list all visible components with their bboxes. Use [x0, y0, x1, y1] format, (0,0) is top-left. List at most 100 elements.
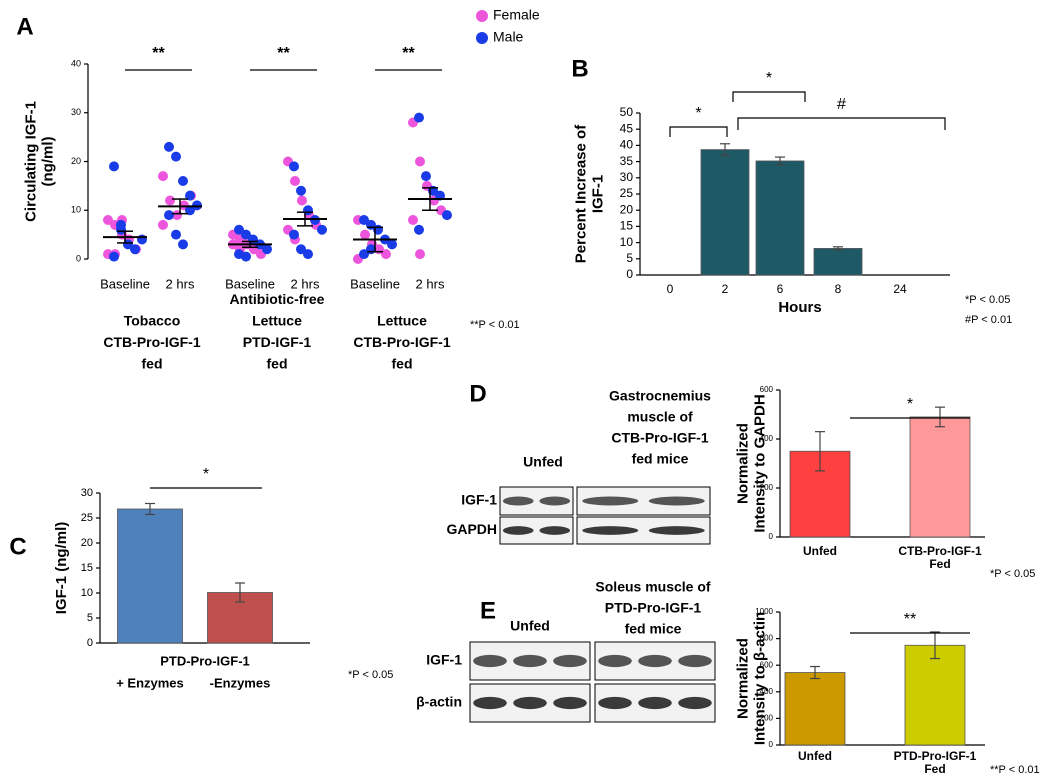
y-tick-label: 0 [769, 532, 774, 541]
blot-band [539, 496, 571, 506]
group-label: PTD-Pro-IGF-1 [160, 653, 250, 668]
data-point [289, 161, 299, 172]
x-tick-label: CTB-Pro-IGF-1 [898, 544, 982, 558]
blot-title: Soleus muscle of [595, 579, 710, 595]
x-tick-label: Baseline [100, 276, 150, 291]
blot-row-label: IGF-1 [461, 492, 497, 508]
data-point [241, 229, 251, 240]
y-axis-label: Normalized [734, 638, 751, 719]
data-point [442, 210, 452, 221]
data-point [165, 195, 175, 206]
group-label: CTB-Pro-IGF-1 [353, 334, 450, 350]
x-tick-label: 2 [722, 282, 729, 296]
bar [904, 644, 966, 746]
group-label: Antibiotic-free [230, 291, 325, 307]
significance-label: ** [152, 45, 165, 62]
blot-title: fed mice [625, 621, 682, 637]
data-point [130, 244, 140, 255]
data-point [381, 249, 391, 260]
bar [755, 160, 805, 276]
group-label: Lettuce [252, 313, 302, 329]
blot-title: fed mice [632, 451, 689, 467]
lane-label: Unfed [523, 454, 563, 470]
data-point [109, 161, 119, 172]
y-axis-label: Intensity to GAPDH [751, 394, 768, 532]
group-label: CTB-Pro-IGF-1 [103, 334, 200, 350]
x-tick-label: 0 [667, 282, 674, 296]
blot-band [638, 654, 672, 668]
y-tick-label: 0 [626, 267, 633, 281]
significance-bracket [737, 117, 946, 130]
blot-row-label: GAPDH [446, 521, 497, 537]
y-axis-label: Normalized [734, 423, 751, 504]
x-tick-label: Unfed [798, 749, 832, 763]
data-point [178, 176, 188, 186]
blot-title: CTB-Pro-IGF-1 [611, 430, 708, 446]
panel-letter: E [480, 597, 496, 624]
significance-label: * [695, 105, 701, 122]
y-tick-label: 15 [620, 219, 634, 233]
group-label: fed [392, 356, 413, 372]
y-tick-label: 45 [620, 121, 634, 135]
x-tick-label: 2 hrs [416, 276, 445, 291]
y-tick-label: 5 [626, 251, 633, 265]
data-point [171, 151, 181, 162]
blot-band [553, 654, 587, 668]
y-tick-label: 20 [71, 156, 81, 166]
y-tick-label: 5 [87, 612, 93, 624]
y-tick-label: 30 [620, 170, 634, 184]
y-axis-label: IGF-1 [589, 175, 606, 213]
bar [117, 508, 183, 644]
data-point [185, 205, 195, 216]
y-axis-label: IGF-1 (ng/ml) [53, 522, 70, 615]
blot-title: PTD-Pro-IGF-1 [605, 600, 702, 616]
blot-band [582, 496, 639, 506]
footnote: *P < 0.05 [990, 568, 1035, 580]
y-tick-label: 200 [760, 714, 774, 723]
blot-band [473, 654, 507, 668]
data-point [103, 215, 113, 225]
y-tick-label: 30 [81, 487, 93, 499]
significance-label: * [203, 466, 209, 483]
y-tick-label: 200 [760, 483, 774, 492]
blot-band [539, 526, 571, 535]
y-tick-label: 35 [620, 154, 634, 168]
y-tick-label: 600 [760, 660, 774, 669]
blot-band [513, 696, 547, 710]
data-point [296, 244, 306, 255]
data-point [421, 171, 431, 182]
y-tick-label: 20 [81, 537, 93, 549]
y-tick-label: 10 [620, 235, 634, 249]
legend-marker [476, 32, 488, 44]
data-point [317, 224, 327, 235]
blot-band [598, 654, 632, 668]
data-point [414, 224, 424, 235]
x-tick-label: Unfed [803, 544, 837, 558]
data-point [387, 239, 397, 250]
x-tick-label: 24 [893, 282, 907, 296]
blot-band [502, 496, 534, 506]
y-tick-label: 600 [760, 385, 774, 394]
footnote: **P < 0.01 [990, 764, 1040, 776]
significance-bracket [732, 91, 806, 102]
data-point [360, 229, 370, 240]
legend-marker [476, 10, 488, 22]
group-label: fed [142, 356, 163, 372]
data-point [178, 239, 188, 250]
x-tick-label: Baseline [225, 276, 275, 291]
blot-band [678, 696, 712, 710]
y-axis-label: Intensity to β-actin [751, 612, 768, 745]
significance-label: ** [277, 45, 290, 62]
blot-band [553, 696, 587, 710]
y-tick-label: 0 [87, 637, 93, 649]
bar [909, 416, 971, 538]
y-tick-label: 40 [71, 58, 81, 68]
data-point [414, 112, 424, 123]
y-axis-label: Circulating IGF-1 [22, 101, 39, 222]
significance-label: * [907, 396, 913, 413]
x-tick-label: Fed [924, 762, 945, 776]
group-label: Tobacco [124, 313, 181, 329]
y-tick-label: 10 [81, 587, 93, 599]
bar [813, 248, 863, 276]
y-tick-label: 1000 [755, 607, 773, 616]
